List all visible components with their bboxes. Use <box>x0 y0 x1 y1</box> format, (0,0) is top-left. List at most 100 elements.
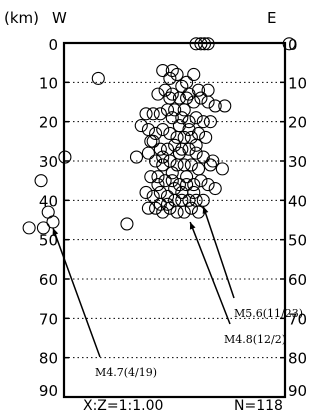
hypocenter-point <box>153 107 167 121</box>
hypocenter-point <box>165 111 179 125</box>
hypocenter-point <box>208 99 222 113</box>
hypocenter-point <box>146 107 160 121</box>
hypocenter-point <box>36 221 50 235</box>
hypocenter-point <box>172 146 186 160</box>
hypocenter-point <box>180 91 194 105</box>
y-tick-label-left: 80 <box>39 350 58 368</box>
depth-unit-label: (km) <box>4 9 39 27</box>
hypocenter-point <box>184 158 198 172</box>
hypocenter-point <box>187 95 201 109</box>
hypocenter-point <box>141 201 155 215</box>
hypocenter-point <box>196 150 210 164</box>
hypocenter-point <box>177 103 191 117</box>
hypocenter-point <box>172 91 186 105</box>
y-tick-label-right: 10 <box>288 74 307 92</box>
hypocenter-point <box>215 162 229 176</box>
hypocenter-point <box>177 158 191 172</box>
hypocenter-point <box>201 178 215 192</box>
hypocenter-point <box>180 178 194 192</box>
hypocenter-point <box>163 91 177 105</box>
hypocenter-point <box>191 83 206 97</box>
hypocenter-point <box>146 189 160 203</box>
hypocenter-point <box>153 197 167 211</box>
hypocenter-point <box>172 178 186 192</box>
hypocenter-point <box>175 111 189 125</box>
hypocenter-point <box>191 205 206 219</box>
hypocenter-point <box>149 126 163 141</box>
y-tick-label-right: 0 <box>288 36 298 54</box>
hypocenter-point <box>168 181 182 196</box>
hypocenter-point <box>196 115 210 129</box>
hypocenter-point <box>158 174 172 188</box>
hypocenter-point <box>163 201 177 215</box>
hypocenter-point <box>194 91 208 105</box>
hypocenter-point <box>189 111 203 125</box>
annotation-leader-line <box>202 206 235 299</box>
hypocenter-point <box>182 193 196 207</box>
y-tick-label-right: 90 <box>288 382 307 400</box>
hypocenter-point <box>180 170 194 184</box>
hypocenter-point <box>158 83 172 97</box>
annotation-leader-line <box>189 221 231 325</box>
hypocenter-point <box>149 154 163 168</box>
hypocenter-point <box>194 174 208 188</box>
hypocenter-point <box>156 158 170 172</box>
annotation-arrowhead <box>202 206 209 214</box>
hypocenter-point <box>197 37 212 51</box>
hypocenter-point <box>191 126 206 141</box>
hypocenter-point <box>182 115 196 129</box>
hypocenter-point <box>175 142 189 156</box>
y-tick-label-left: 90 <box>39 382 58 400</box>
hypocenter-point <box>163 71 177 85</box>
hypocenter-point <box>156 63 170 78</box>
hypocenter-point <box>218 99 232 113</box>
hypocenter-point <box>189 146 203 160</box>
hypocenter-point <box>144 170 158 184</box>
hypocenter-point <box>203 158 217 172</box>
hypocenter-point <box>120 217 134 231</box>
east-direction-label: E <box>267 9 276 27</box>
hypocenter-point <box>168 138 182 152</box>
y-tick-label-left: 30 <box>39 153 58 171</box>
y-tick-label-right: 30 <box>288 153 307 171</box>
hypocenter-point <box>165 166 179 180</box>
magnitude-annotation-label: M4.7(4/19) <box>95 366 157 379</box>
hypocenter-point <box>153 142 167 156</box>
y-tick-label-left: 10 <box>39 74 58 92</box>
hypocenter-point <box>282 37 296 51</box>
hypocenter-point <box>141 146 155 160</box>
hypocenter-point <box>187 185 201 200</box>
hypocenter-point <box>172 119 186 133</box>
hypocenter-point <box>208 181 222 196</box>
hypocenter-point <box>156 205 170 219</box>
y-tick-label-right: 50 <box>288 232 307 250</box>
scale-ratio-label: X:Z=1:1.00 <box>83 398 163 414</box>
hypocenter-point <box>199 130 213 144</box>
hypocenter-point <box>151 170 165 184</box>
hypocenter-point <box>139 185 153 200</box>
hypocenter-point <box>187 67 201 82</box>
y-tick-label-left: 70 <box>39 310 58 328</box>
hypocenter-point <box>165 63 179 78</box>
y-tick-label-left: 20 <box>39 114 58 132</box>
hypocenter-point <box>168 103 182 117</box>
hypocenter-points <box>22 37 296 235</box>
hypocenter-point <box>141 122 155 137</box>
hypocenter-point <box>151 178 165 192</box>
y-tick-label-left: 50 <box>39 232 58 250</box>
hypocenter-point <box>201 95 215 109</box>
y-tick-label-right: 60 <box>288 271 307 289</box>
hypocenter-point <box>129 150 144 164</box>
magnitude-annotation-label: M5.6(11/23) <box>234 307 303 320</box>
plot-frame <box>62 41 287 399</box>
west-direction-label: W <box>52 9 67 27</box>
y-tick-label-left: 60 <box>39 271 58 289</box>
hypocenter-point <box>41 205 55 219</box>
hypocenter-point <box>153 185 167 200</box>
hypocenter-point <box>201 37 215 51</box>
y-tick-label-right: 40 <box>288 192 307 210</box>
annotation-arrowhead <box>189 222 196 230</box>
hypocenter-point <box>149 201 163 215</box>
hypocenter-point <box>187 178 201 192</box>
